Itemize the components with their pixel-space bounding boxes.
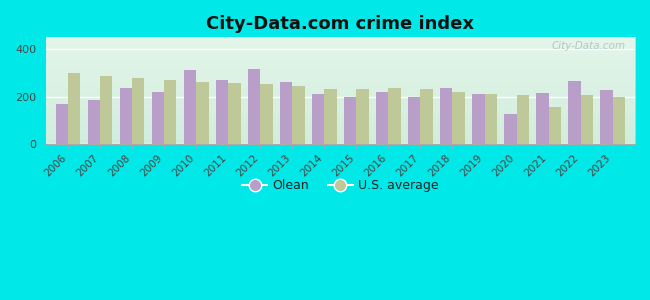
- Bar: [68, 73, 81, 144]
- Bar: [280, 82, 292, 144]
- Bar: [484, 94, 497, 144]
- Bar: [261, 84, 272, 144]
- Bar: [612, 97, 625, 144]
- Text: City-Data.com: City-Data.com: [552, 40, 626, 50]
- Bar: [133, 78, 144, 144]
- Bar: [549, 107, 561, 144]
- Bar: [324, 89, 337, 144]
- Bar: [196, 82, 209, 144]
- Bar: [504, 114, 517, 144]
- Bar: [536, 93, 549, 144]
- Bar: [152, 92, 164, 144]
- Bar: [344, 97, 356, 144]
- Bar: [580, 95, 593, 144]
- Bar: [408, 97, 421, 144]
- Bar: [389, 88, 400, 144]
- Legend: Olean, U.S. average: Olean, U.S. average: [237, 174, 443, 197]
- Bar: [100, 76, 112, 144]
- Bar: [356, 89, 369, 144]
- Bar: [440, 88, 452, 144]
- Bar: [376, 92, 389, 144]
- Bar: [292, 86, 305, 144]
- Bar: [248, 69, 261, 144]
- Bar: [56, 103, 68, 144]
- Bar: [568, 81, 580, 144]
- Bar: [473, 94, 484, 144]
- Title: City-Data.com crime index: City-Data.com crime index: [207, 15, 474, 33]
- Bar: [601, 90, 612, 144]
- Bar: [312, 94, 324, 144]
- Bar: [452, 92, 465, 144]
- Bar: [216, 80, 228, 144]
- Bar: [88, 100, 100, 144]
- Bar: [517, 95, 528, 144]
- Bar: [184, 70, 196, 144]
- Bar: [421, 89, 433, 144]
- Bar: [164, 80, 177, 144]
- Bar: [120, 88, 133, 144]
- Bar: [228, 83, 240, 144]
